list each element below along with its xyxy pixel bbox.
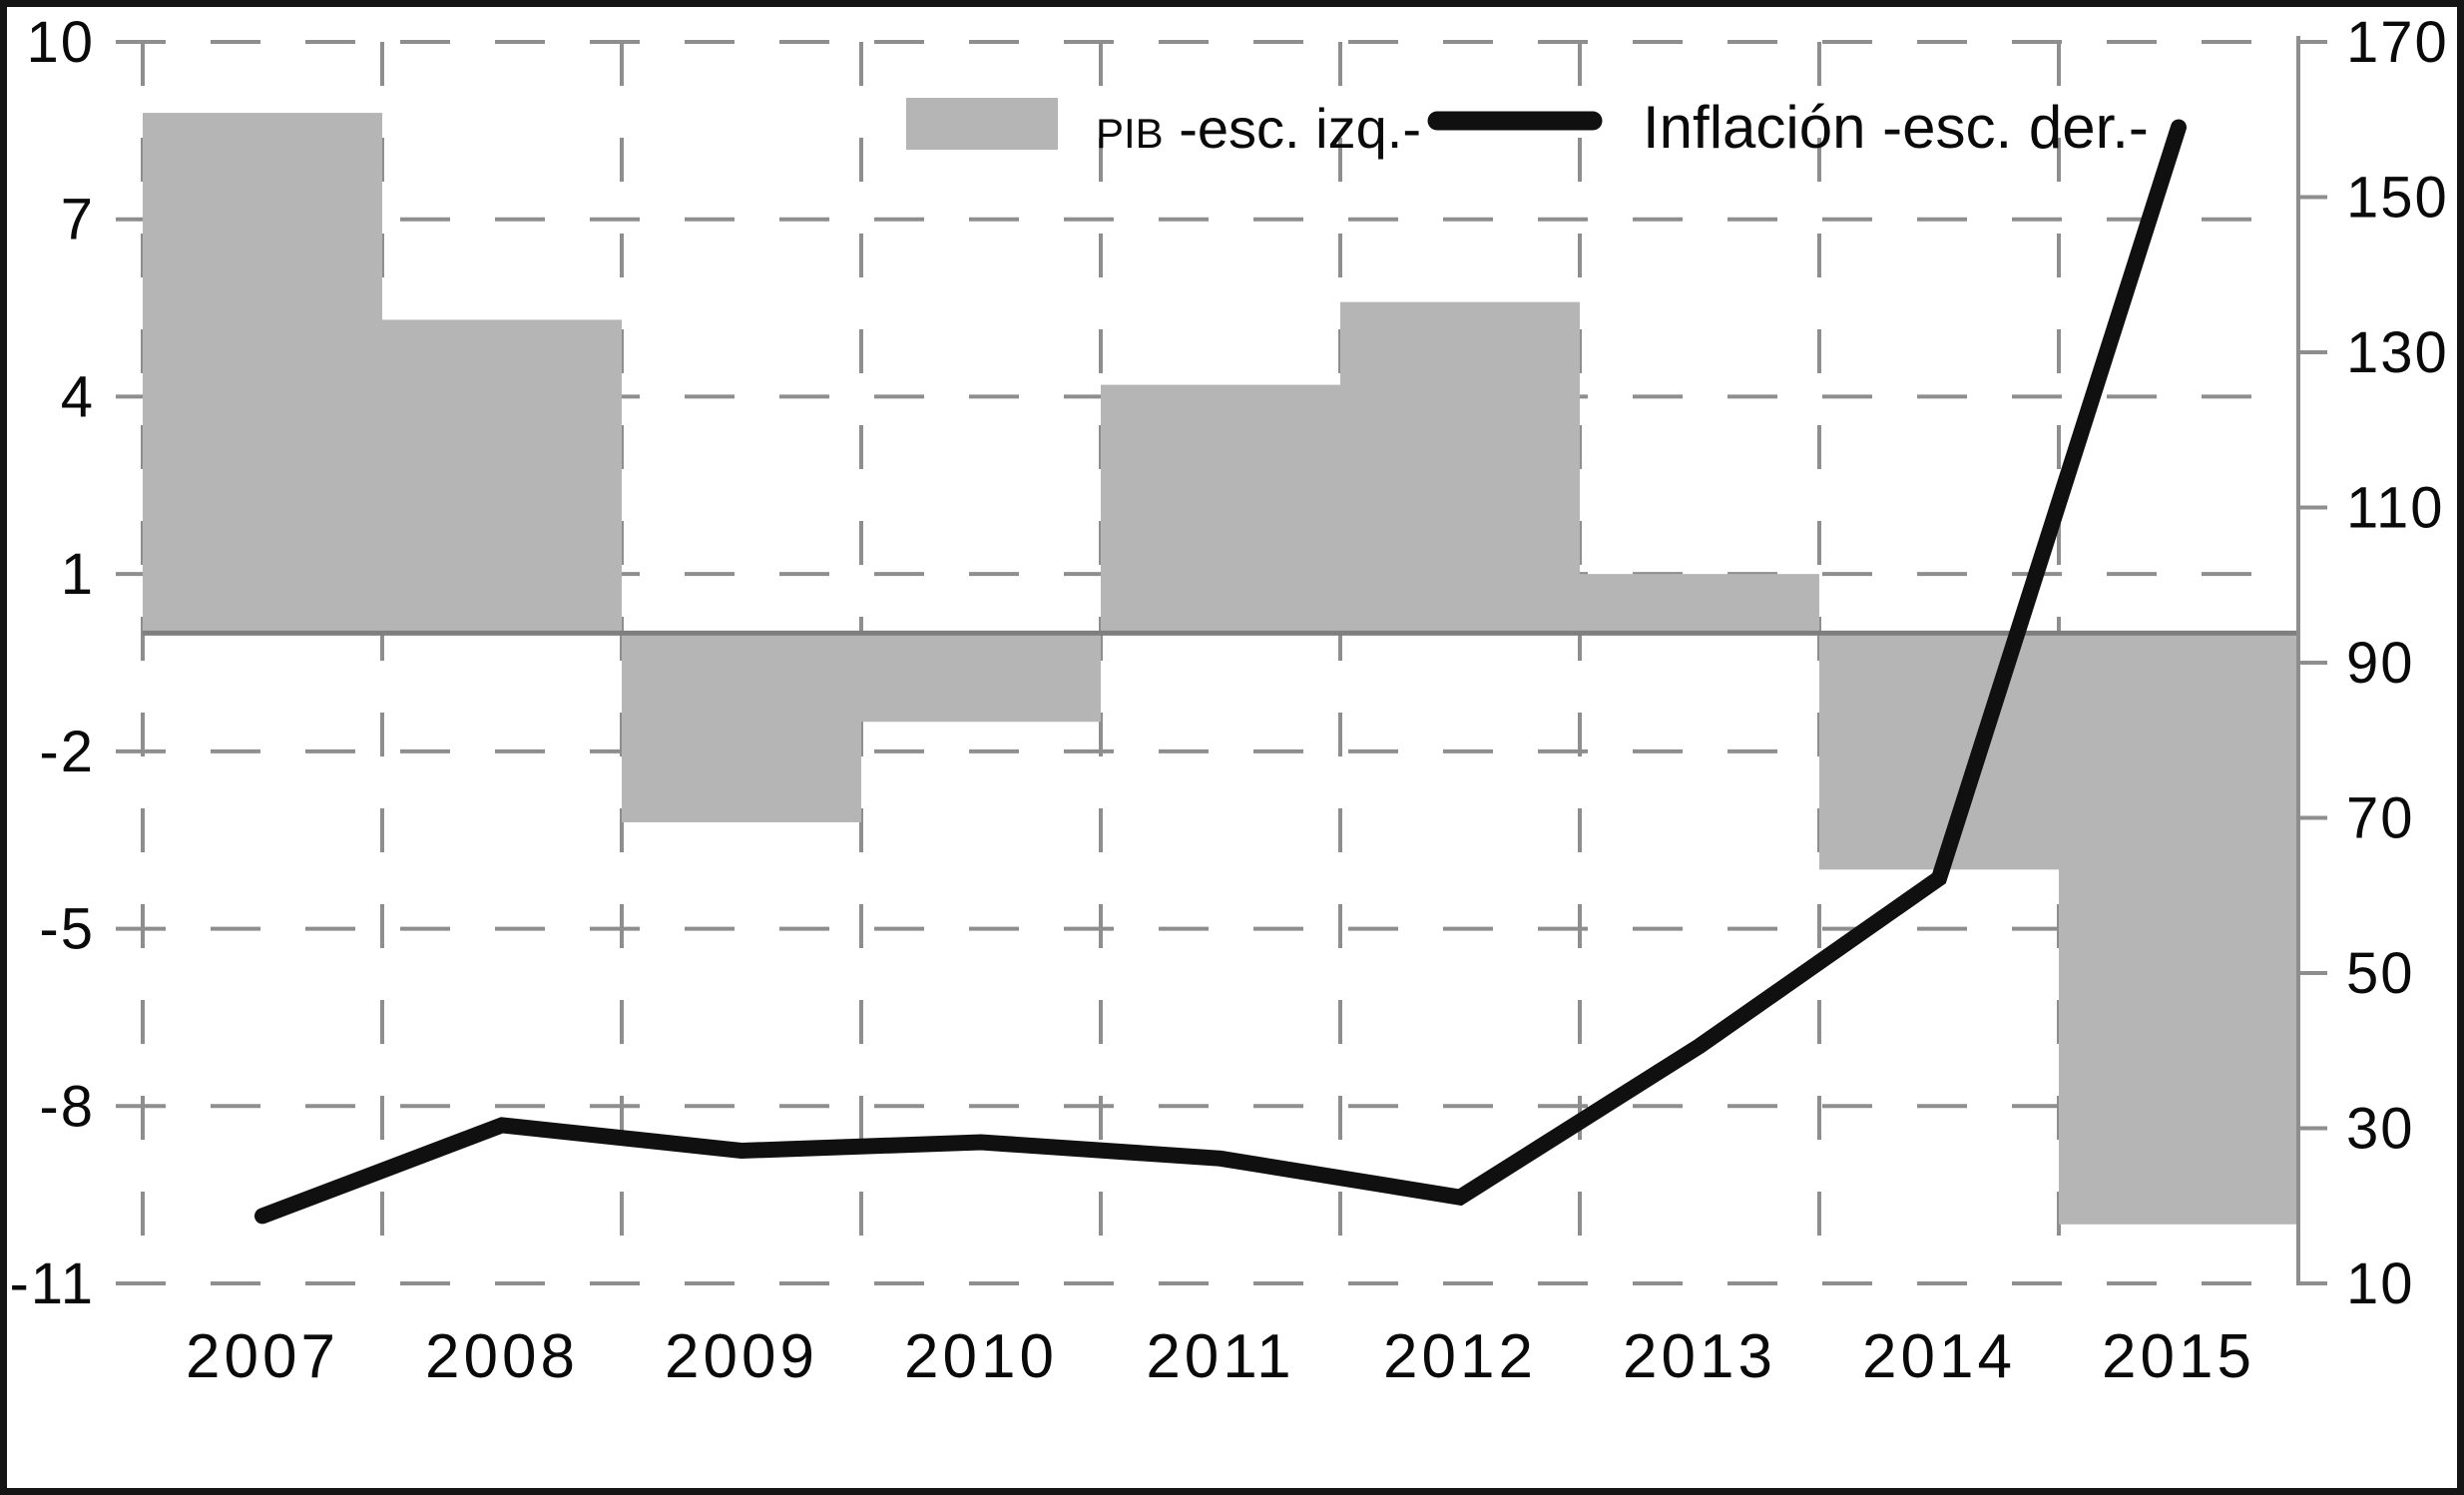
legend-pib-prefix: PIB: [1096, 110, 1164, 157]
bar-2013: [1580, 574, 1819, 634]
left-axis-label-7: 7: [61, 188, 95, 252]
bar-2015: [2059, 633, 2298, 1225]
left-axis-label--2: -2: [39, 720, 95, 784]
right-axis-label-110: 110: [2346, 476, 2444, 541]
right-axis-label-150: 150: [2346, 166, 2449, 231]
left-axis-label--11: -11: [9, 1251, 95, 1316]
x-axis-label-2008: 2008: [425, 1322, 579, 1391]
left-axis-label-4: 4: [61, 364, 95, 429]
right-axis-label-130: 130: [2346, 320, 2449, 385]
legend-pib-label: PIB -esc. izq.-: [1096, 97, 1421, 160]
bar-2009: [622, 633, 861, 822]
x-axis-label-2011: 2011: [1146, 1322, 1294, 1391]
bar-2010: [861, 633, 1101, 723]
x-axis-label-2012: 2012: [1383, 1322, 1537, 1391]
bar-2011: [1101, 384, 1340, 634]
right-axis-label-50: 50: [2346, 941, 2415, 1006]
legend: PIB -esc. izq.- Inflación -esc. der.-: [906, 94, 2149, 161]
right-axis-label-30: 30: [2346, 1097, 2415, 1162]
pib-bar-series: [143, 113, 2298, 1225]
x-axis-label-2010: 2010: [904, 1322, 1058, 1391]
legend-pib-swatch: [906, 98, 1058, 150]
legend-inflacion-label: Inflación -esc. der.-: [1643, 94, 2149, 161]
left-axis-label--8: -8: [39, 1074, 95, 1139]
x-axis-label-2013: 2013: [1623, 1322, 1776, 1391]
inflacion-line-series: [254, 119, 2187, 1225]
x-axis-label-2014: 2014: [1862, 1322, 2016, 1391]
legend-pib-suffix: -esc. izq.-: [1164, 97, 1421, 160]
left-axis-label--5: -5: [39, 897, 95, 962]
right-axis-label-170: 170: [2346, 10, 2449, 75]
x-axis-label-2007: 2007: [186, 1322, 339, 1391]
right-axis-label-90: 90: [2346, 631, 2415, 696]
left-axis-label-1: 1: [61, 542, 95, 607]
bar-2012: [1340, 301, 1580, 634]
x-axis-label-2009: 2009: [665, 1322, 818, 1391]
bar-2014: [1819, 633, 2059, 870]
x-axis-label-2015: 2015: [2102, 1322, 2255, 1391]
left-axis-label-10: 10: [26, 10, 95, 75]
right-axis-label-70: 70: [2346, 786, 2415, 851]
bar-2008: [382, 319, 622, 634]
right-axis-label-10: 10: [2346, 1251, 2415, 1316]
bar-2007: [143, 113, 382, 634]
